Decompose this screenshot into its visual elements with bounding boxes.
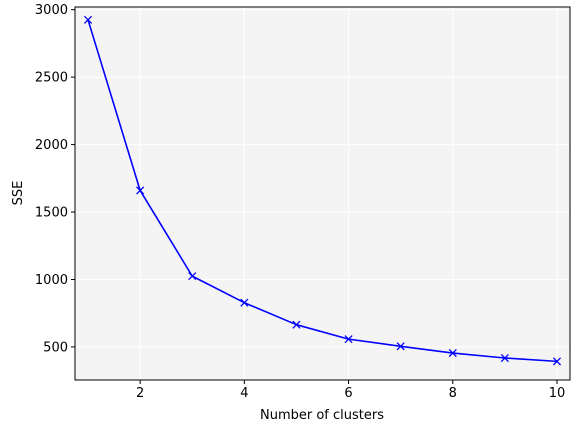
y-tick-label: 3000	[35, 3, 68, 18]
x-tick-label: 8	[449, 386, 457, 401]
axis-ticks: 2 4 6 8 10 500 1000 1500 2000 2500 3000	[35, 3, 565, 401]
data-point-marker	[344, 335, 353, 344]
data-point-marker	[292, 320, 301, 329]
plot-frame	[74, 6, 571, 381]
y-axis-label: SSE	[11, 181, 26, 206]
data-point-marker	[188, 272, 197, 281]
x-axis-label: Number of clusters	[260, 408, 384, 423]
x-tick-label: 10	[549, 386, 566, 401]
series-line	[87, 19, 558, 363]
x-tick-label: 4	[240, 386, 248, 401]
series	[83, 15, 562, 366]
x-tick-label: 6	[344, 386, 352, 401]
data-point-marker	[240, 298, 249, 307]
data-point-marker	[552, 357, 562, 366]
grid	[75, 7, 570, 380]
data-point-marker	[83, 15, 93, 24]
plot-background	[75, 7, 570, 380]
y-tick-label: 1500	[35, 206, 68, 221]
y-tick-label: 1000	[35, 273, 68, 288]
x-tick-label: 2	[136, 386, 144, 401]
y-tick-label: 2000	[35, 138, 68, 153]
data-point-marker	[448, 348, 457, 358]
data-point-marker	[136, 186, 145, 195]
data-point-marker	[396, 342, 405, 351]
data-point-marker	[500, 353, 509, 363]
y-tick-label: 2500	[35, 71, 68, 86]
y-tick-label: 500	[43, 340, 68, 355]
